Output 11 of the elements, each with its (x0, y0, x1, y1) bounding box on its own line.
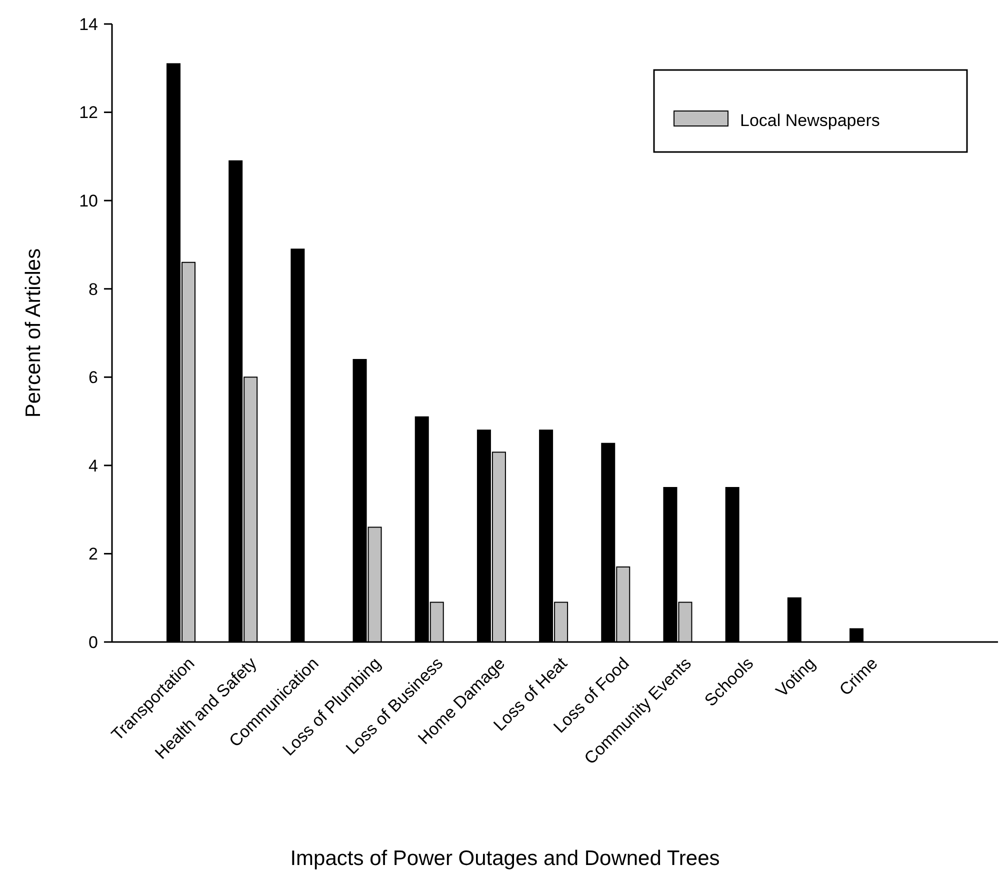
y-tick-label: 10 (79, 192, 98, 211)
legend-label: Local Newspapers (740, 110, 880, 130)
y-tick-label: 14 (79, 14, 98, 34)
y-tick-label: 12 (79, 103, 98, 122)
x-axis-title: Impacts of Power Outages and Downed Trees (290, 847, 720, 870)
y-tick-label: 2 (88, 544, 98, 564)
y-tick-label: 0 (88, 632, 98, 652)
y-tick-label: 8 (88, 280, 98, 299)
y-axis-title: Percent of Articles (22, 248, 45, 418)
y-tick-label: 4 (88, 456, 98, 476)
y-tick-label: 6 (88, 368, 98, 388)
